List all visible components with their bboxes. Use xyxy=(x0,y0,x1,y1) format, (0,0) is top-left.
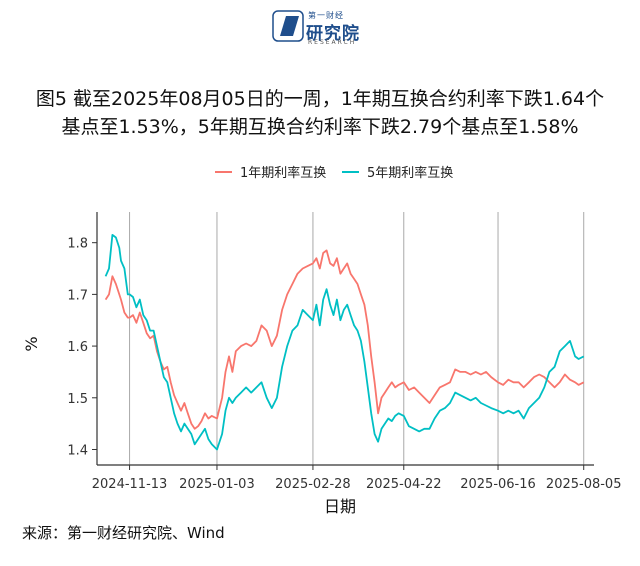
x-tick-label: 2025-02-28 xyxy=(275,477,351,492)
logo-top-text: 第一财经 xyxy=(308,11,344,20)
series-line-1y xyxy=(104,249,585,430)
logo: 第一财经 研究院 RESEARCH xyxy=(272,6,372,48)
figure-title-line-2: 基点至1.53%，5年期互换合约利率下跌2.79个基点至1.58% xyxy=(61,116,579,138)
x-axis-title: 日期 xyxy=(324,497,356,516)
x-axis: 2024-11-13 2025-01-03 2025-02-28 2025-04-22… xyxy=(92,464,622,492)
logo-mark-icon xyxy=(272,10,304,42)
series-line-5y xyxy=(104,234,585,451)
y-axis-title: % xyxy=(22,336,41,351)
y-tick-label: 1.7 xyxy=(67,288,88,303)
logo-sub-text: RESEARCH xyxy=(308,39,357,46)
legend: 1年期利率互换 5年期利率互换 xyxy=(215,165,453,181)
series xyxy=(104,234,585,451)
source-note: 来源：第一财经研究院、Wind xyxy=(22,524,225,542)
logo-name-text: 研究院 xyxy=(306,24,360,44)
y-tick-label: 1.8 xyxy=(67,237,88,252)
figure-title-line-1: 图5 截至2025年08月05日的一周，1年期互换合约利率下跌1.64个 xyxy=(35,88,605,110)
x-tick-label: 2025-04-22 xyxy=(366,477,442,492)
legend-label-1y: 1年期利率互换 xyxy=(240,165,326,181)
y-tick-label: 1.6 xyxy=(67,340,88,355)
x-tick-label: 2025-06-16 xyxy=(460,477,536,492)
figure-title: 图5 截至2025年08月05日的一周，1年期互换合约利率下跌1.64个 基点至… xyxy=(0,85,640,141)
gridlines xyxy=(129,212,585,465)
y-tick-label: 1.4 xyxy=(67,443,88,458)
y-tick-label: 1.5 xyxy=(67,392,88,407)
x-tick-label: 2024-11-13 xyxy=(92,477,168,492)
x-tick-label: 2025-01-03 xyxy=(179,477,255,492)
y-axis: 1.4 1.5 1.6 1.7 1.8 xyxy=(67,212,98,465)
line-chart: 1年期利率互换 5年期利率互换 1.4 1.5 1.6 1.7 1.8 2024-11-… xyxy=(22,165,622,516)
x-tick-label: 2025-08-05 xyxy=(546,477,622,492)
legend-label-5y: 5年期利率互换 xyxy=(367,165,453,181)
